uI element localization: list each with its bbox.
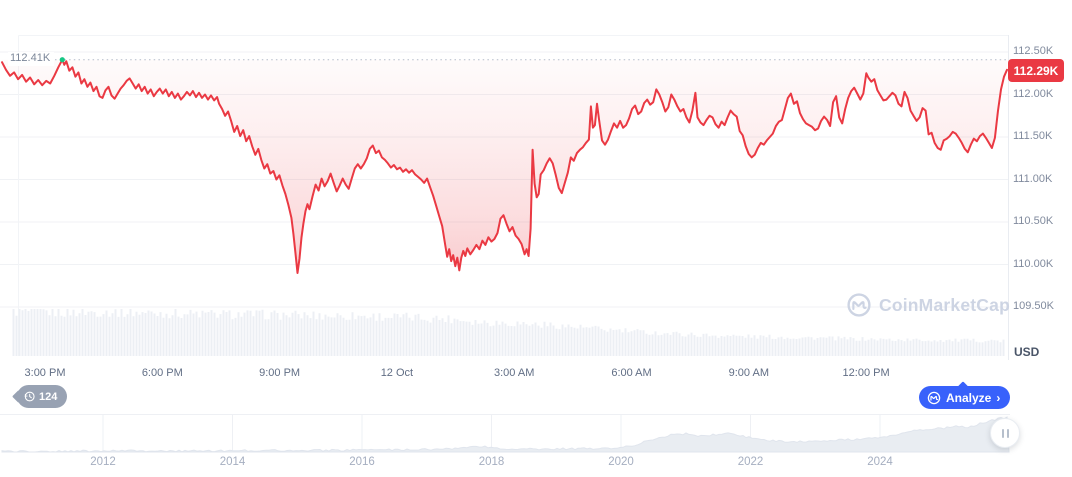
time-axis-label: 9:00 AM	[728, 367, 769, 379]
watermark-text: CoinMarketCap	[879, 294, 1010, 315]
high-point-marker	[59, 57, 65, 63]
year-axis-label: 2014	[219, 456, 246, 468]
year-axis-label: 2024	[867, 456, 893, 468]
price-axis-label: 112.00K	[1013, 87, 1054, 100]
time-axis-label: 6:00 AM	[611, 367, 652, 379]
minimap-area[interactable]	[1, 416, 1010, 453]
year-axis-label: 2020	[608, 456, 634, 468]
volume-bars	[12, 309, 1005, 356]
analyze-button[interactable]: Analyze ›	[919, 380, 1011, 409]
analyze-label: Analyze	[946, 390, 992, 405]
coinmarketcap-logo-icon	[927, 391, 941, 405]
drag-grip-icon	[1006, 428, 1009, 438]
price-area-fill	[2, 59, 1007, 274]
year-axis-label: 2012	[90, 456, 116, 468]
year-axis-label: 2018	[478, 456, 505, 468]
time-axis-label: 6:00 PM	[141, 367, 183, 379]
time-axis-label: 12:00 PM	[842, 367, 890, 379]
drag-grip-icon	[1001, 428, 1004, 438]
time-axis-label: 9:00 PM	[259, 367, 301, 379]
plot-frame	[18, 35, 1008, 356]
coinmarketcap-watermark: CoinMarketCap	[846, 292, 1010, 318]
price-line	[1, 58, 1008, 274]
history-count-value: 124	[39, 390, 58, 403]
price-axis-label: 111.00K	[1013, 172, 1053, 185]
coinmarketcap-logo-icon	[846, 292, 872, 318]
price-axis-label: 112.50K	[1013, 45, 1054, 57]
high-price-label: 112.41K	[8, 52, 55, 66]
chevron-right-icon: ›	[996, 390, 1001, 405]
range-handle[interactable]	[990, 418, 1020, 448]
history-count-badge[interactable]: 124	[12, 385, 68, 408]
history-clock-icon	[23, 390, 36, 403]
time-axis-label: 12 Oct	[380, 367, 414, 379]
current-price-badge: 112.29K	[1008, 59, 1064, 82]
price-axis-label: 109.50K	[1013, 300, 1054, 312]
year-axis-label: 2022	[737, 456, 764, 468]
price-axis-label: 110.00K	[1013, 257, 1054, 270]
currency-label: USD	[1014, 345, 1040, 359]
time-axis-label: 3:00 PM	[24, 367, 66, 379]
price-axis-label: 111.50K	[1013, 130, 1053, 142]
year-axis-label: 2016	[349, 456, 375, 468]
price-axis-label: 110.50K	[1013, 215, 1054, 227]
time-axis-label: 3:00 AM	[494, 367, 535, 379]
